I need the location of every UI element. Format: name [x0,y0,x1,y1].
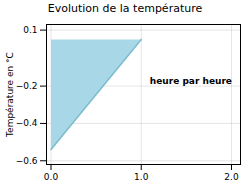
html-text:Evolution de la température: Evolution de la température [47,2,203,15]
svg-text:−0.4: −0.4 [16,118,38,128]
svg-text:Température en °C: Température en °C [5,52,15,138]
svg-text:heure par heure: heure par heure [150,76,232,86]
svg-text:−0.2: −0.2 [16,81,38,91]
svg-text:1.0: 1.0 [134,172,149,182]
svg-text:2.0: 2.0 [224,172,239,182]
svg-text:0.0: 0.0 [44,172,59,182]
svg-text:−0.6: −0.6 [16,156,38,166]
svg-text:0.1: 0.1 [23,25,37,35]
